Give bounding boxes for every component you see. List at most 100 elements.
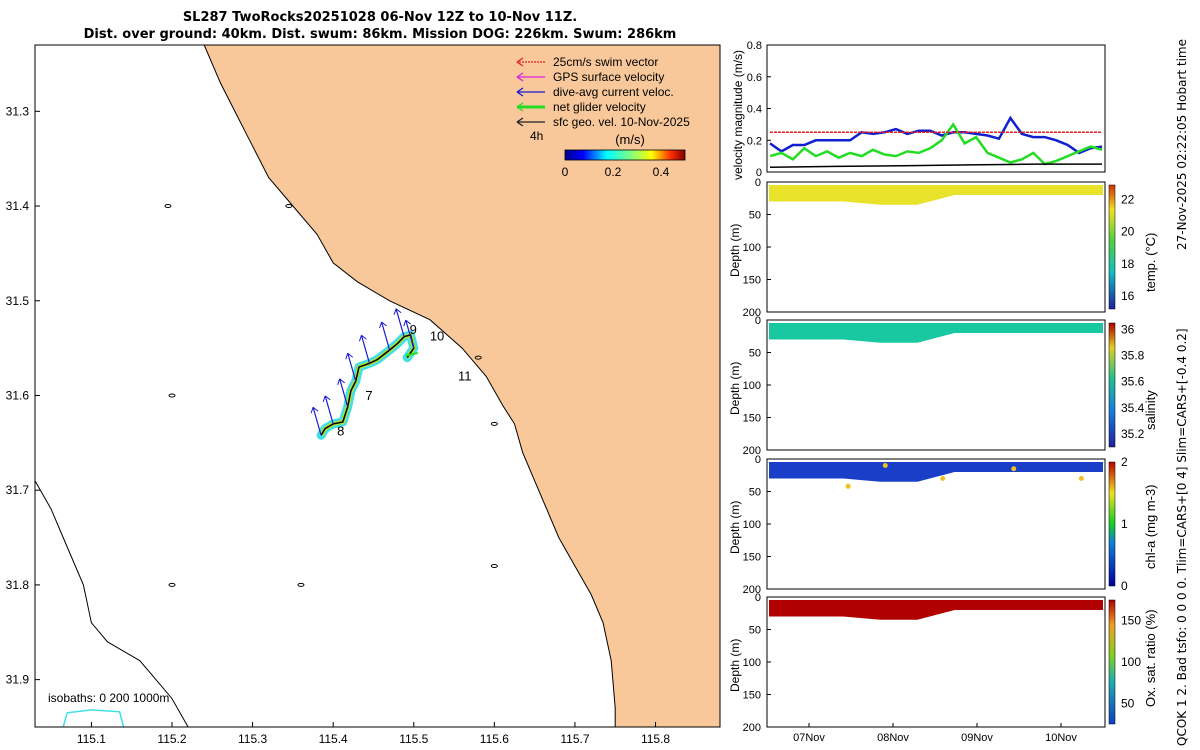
current-arrow <box>339 378 349 408</box>
depth-colorbar-label: Ox. sat. ratio (%) <box>1143 609 1158 707</box>
depth-colorbar-tick: 1 <box>1121 517 1128 531</box>
speed-axes-box <box>766 44 1106 173</box>
depth-ylabel: Depth (m) <box>728 362 742 415</box>
chl-high-point <box>1078 476 1084 481</box>
date-tick-label: 08Nov <box>877 732 909 744</box>
depth-ylabel: Depth (m) <box>728 639 742 692</box>
island-0 <box>164 204 172 209</box>
speed-series-dive-avg-current <box>769 115 1103 155</box>
map-y-tick-label: 31.3 <box>6 104 30 118</box>
isobath-1000m <box>62 709 125 727</box>
map-axes-box <box>34 44 721 728</box>
plot-title-line1: SL287 TwoRocks20251028 06-Nov 12Z to 10-… <box>182 10 578 25</box>
depth-y-tick-label: 200 <box>743 722 761 734</box>
legend-label: 25cm/s swim vector <box>553 55 658 69</box>
side-note-qc: QCOK 1 2. Bad tsfo: 0 0 0 0. Tlim=CARS+[… <box>1175 328 1189 746</box>
depth-colorbar-tick: 35.8 <box>1121 349 1145 363</box>
current-arrow <box>324 395 334 425</box>
island-7 <box>474 355 482 360</box>
current-arrow-head <box>403 319 412 327</box>
current-arrow <box>395 308 405 337</box>
track-line <box>320 333 415 436</box>
depth-y-tick-label: 150 <box>743 413 761 425</box>
chl-high-point <box>940 476 946 481</box>
current-arrow <box>405 319 415 349</box>
depth-y-tick-label: 0 <box>755 315 761 327</box>
track-day-label: 11 <box>458 368 472 383</box>
map-x-tick-label: 115.7 <box>560 732 589 746</box>
legend-label: net glider velocity <box>553 100 646 114</box>
depth-y-tick-label: 100 <box>743 519 761 531</box>
depth-colorbar <box>1108 184 1116 310</box>
depth-y-tick-label: 0 <box>755 177 761 189</box>
depth-colorbar <box>1108 599 1116 725</box>
land-mass <box>204 45 720 727</box>
depth-data-band <box>769 600 1103 620</box>
depth-y-tick-label: 50 <box>749 487 761 499</box>
depth-colorbar-tick: 16 <box>1121 289 1135 303</box>
depth-y-tick-label: 50 <box>749 210 761 222</box>
map-y-tick-label: 31.8 <box>6 578 30 592</box>
depth-ylabel: Depth (m) <box>728 224 742 277</box>
depth-colorbar-tick: 50 <box>1121 696 1135 710</box>
depth-panel-box <box>766 319 1106 451</box>
date-tick-label: 07Nov <box>793 732 825 744</box>
legend-arrow-head <box>516 117 524 127</box>
legend-label: dive-avg current veloc. <box>553 85 674 99</box>
island-3 <box>490 421 498 426</box>
speed-y-tick-label: 0.8 <box>747 40 762 52</box>
depth-colorbar-tick: 20 <box>1121 225 1135 239</box>
depth-colorbar-tick: 2 <box>1121 455 1128 469</box>
speed-y-tick-label: 0.6 <box>747 72 762 84</box>
depth-colorbar-label: temp. (°C) <box>1143 233 1158 292</box>
isobaths-label: isobaths: 0 200 1000m <box>48 691 169 705</box>
isobath-200m <box>35 480 189 727</box>
legend-arrow-head <box>516 102 524 112</box>
speed-y-tick-label: 0.4 <box>747 104 762 116</box>
depth-colorbar-tick: 100 <box>1121 655 1141 669</box>
map-x-tick-label: 115.6 <box>480 732 509 746</box>
depth-y-tick-label: 150 <box>743 552 761 564</box>
track-day-label: 8 <box>337 423 344 438</box>
chl-high-point <box>845 483 851 489</box>
depth-y-tick-label: 200 <box>743 445 761 457</box>
map-area <box>35 45 720 727</box>
current-arrow-head <box>358 334 367 342</box>
island-4 <box>168 582 176 587</box>
legend-arrow-head <box>516 72 524 82</box>
speed-colorbar-tick: 0.4 <box>653 165 670 179</box>
depth-colorbar-tick: 35.4 <box>1121 401 1145 415</box>
depth-colorbar-tick: 150 <box>1121 614 1141 628</box>
current-arrow-head <box>322 395 331 403</box>
map-y-tick-label: 31.5 <box>6 294 30 308</box>
depth-colorbar <box>1108 322 1116 448</box>
speed-y-tick-label: 0.2 <box>747 135 762 147</box>
map-y-tick-label: 31.7 <box>6 483 30 497</box>
depth-data-band <box>769 185 1103 205</box>
track-day-label: 7 <box>365 388 372 403</box>
depth-y-tick-label: 50 <box>749 348 761 360</box>
depth-y-tick-label: 200 <box>743 584 761 596</box>
depth-colorbar <box>1108 461 1116 587</box>
depth-y-tick-label: 100 <box>743 657 761 669</box>
depth-colorbar-tick: 18 <box>1121 257 1135 271</box>
speed-colorbar-tick: 0 <box>562 165 569 179</box>
track-day-label: 10 <box>430 329 444 344</box>
map-x-tick-label: 115.8 <box>641 732 670 746</box>
island-6 <box>490 563 498 568</box>
current-arrow-head <box>379 321 387 329</box>
depth-colorbar-tick: 36 <box>1121 323 1135 337</box>
date-tick-label: 10Nov <box>1045 732 1077 744</box>
depth-colorbar-label: chl-a (mg m-3) <box>1143 484 1158 569</box>
depth-panel-box <box>766 458 1106 590</box>
depth-y-tick-label: 100 <box>743 242 761 254</box>
side-note-timestamp: 27-Nov-2025 02:22:05 Hobart time <box>1175 39 1189 250</box>
island-2 <box>168 393 176 398</box>
map-x-tick-label: 115.1 <box>77 732 106 746</box>
current-arrow <box>381 321 391 351</box>
depth-y-tick-label: 0 <box>755 454 761 466</box>
depth-panel-box <box>766 181 1106 313</box>
map-y-tick-label: 31.6 <box>6 388 30 402</box>
depth-y-tick-label: 150 <box>743 275 761 287</box>
